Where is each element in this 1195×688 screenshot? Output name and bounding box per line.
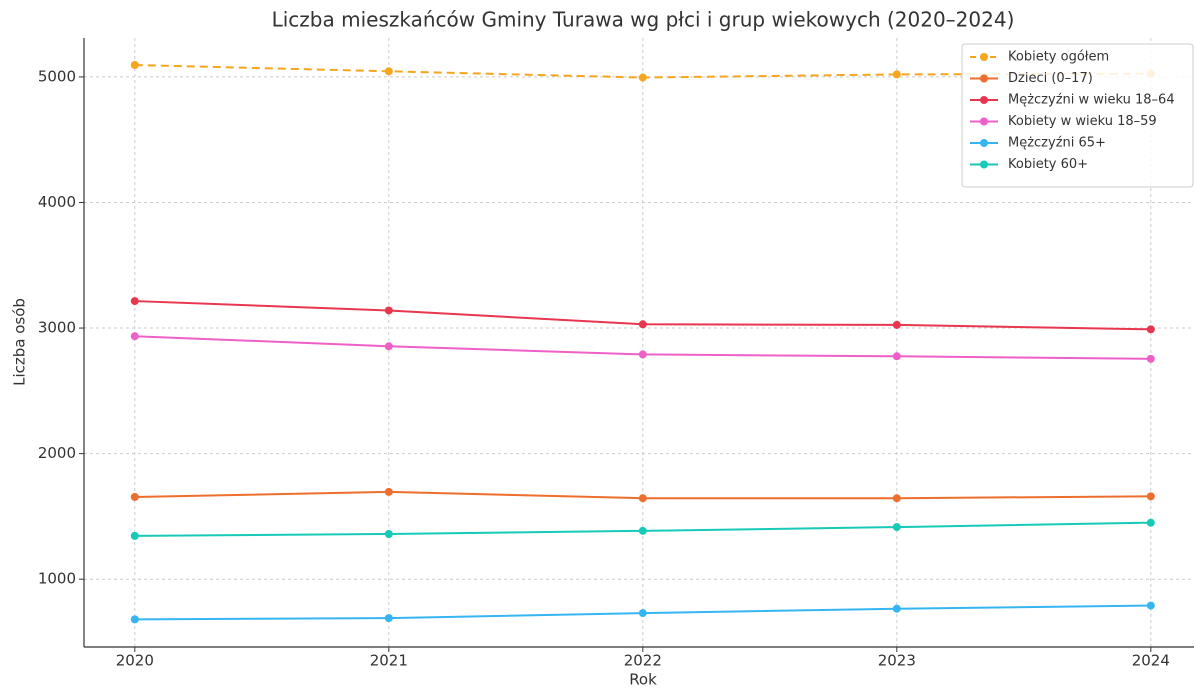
data-point xyxy=(1146,354,1155,363)
legend-box xyxy=(961,43,1194,188)
data-point xyxy=(638,73,647,82)
data-point xyxy=(892,604,901,613)
legend-label: Mężczyźni 65+ xyxy=(1008,136,1106,151)
x-tick-label: 2022 xyxy=(624,652,662,670)
y-axis-label: Liczba osób xyxy=(11,298,29,386)
legend-label: Kobiety ogółem xyxy=(1008,50,1109,65)
data-point xyxy=(892,70,901,79)
legend-marker xyxy=(980,160,988,169)
data-point xyxy=(638,494,647,503)
data-point xyxy=(384,67,393,76)
legend-marker xyxy=(980,74,988,83)
x-tick-label: 2021 xyxy=(370,652,408,670)
y-tick-label: 5000 xyxy=(38,67,76,85)
y-tick-label: 1000 xyxy=(38,570,76,588)
legend-label: Mężczyźni w wieku 18–64 xyxy=(1008,93,1175,108)
data-point xyxy=(130,492,139,501)
data-point xyxy=(892,494,901,503)
chart-title: Liczba mieszkańców Gminy Turawa wg płci … xyxy=(272,8,1015,32)
legend-label: Kobiety 60+ xyxy=(1008,157,1088,172)
legend-label: Kobiety w wieku 18–59 xyxy=(1008,114,1157,129)
data-point xyxy=(1146,492,1155,501)
x-tick-label: 2024 xyxy=(1132,652,1170,670)
data-point xyxy=(638,350,647,359)
data-point xyxy=(638,526,647,535)
legend-marker xyxy=(980,139,988,147)
y-tick-label: 3000 xyxy=(38,319,76,337)
y-tick-label: 4000 xyxy=(38,193,76,211)
data-point xyxy=(892,352,901,361)
data-point xyxy=(384,342,393,351)
y-tick-label: 2000 xyxy=(38,444,76,462)
data-point xyxy=(1146,601,1155,610)
data-point xyxy=(130,60,139,69)
data-point xyxy=(130,615,139,624)
legend-marker xyxy=(980,96,988,104)
legend-marker xyxy=(980,117,988,126)
data-point xyxy=(130,297,139,306)
data-point xyxy=(130,531,139,540)
legend: Kobiety ogółem Dzieci (0–17) Mężczyźni w w… xyxy=(961,43,1194,188)
x-tick-label: 2023 xyxy=(878,652,916,670)
data-point xyxy=(638,320,647,329)
legend-marker xyxy=(980,53,988,61)
data-point xyxy=(892,320,901,329)
data-point xyxy=(1146,518,1155,527)
data-point xyxy=(638,609,647,618)
x-axis-label: Rok xyxy=(629,671,657,688)
x-tick-label: 2020 xyxy=(116,652,154,670)
data-point xyxy=(384,614,393,623)
data-point xyxy=(130,332,139,341)
data-point xyxy=(892,523,901,532)
legend-label: Dzieci (0–17) xyxy=(1008,71,1093,86)
data-point xyxy=(384,306,393,315)
data-point xyxy=(384,529,393,538)
data-point xyxy=(1146,325,1155,334)
data-point xyxy=(384,487,393,496)
